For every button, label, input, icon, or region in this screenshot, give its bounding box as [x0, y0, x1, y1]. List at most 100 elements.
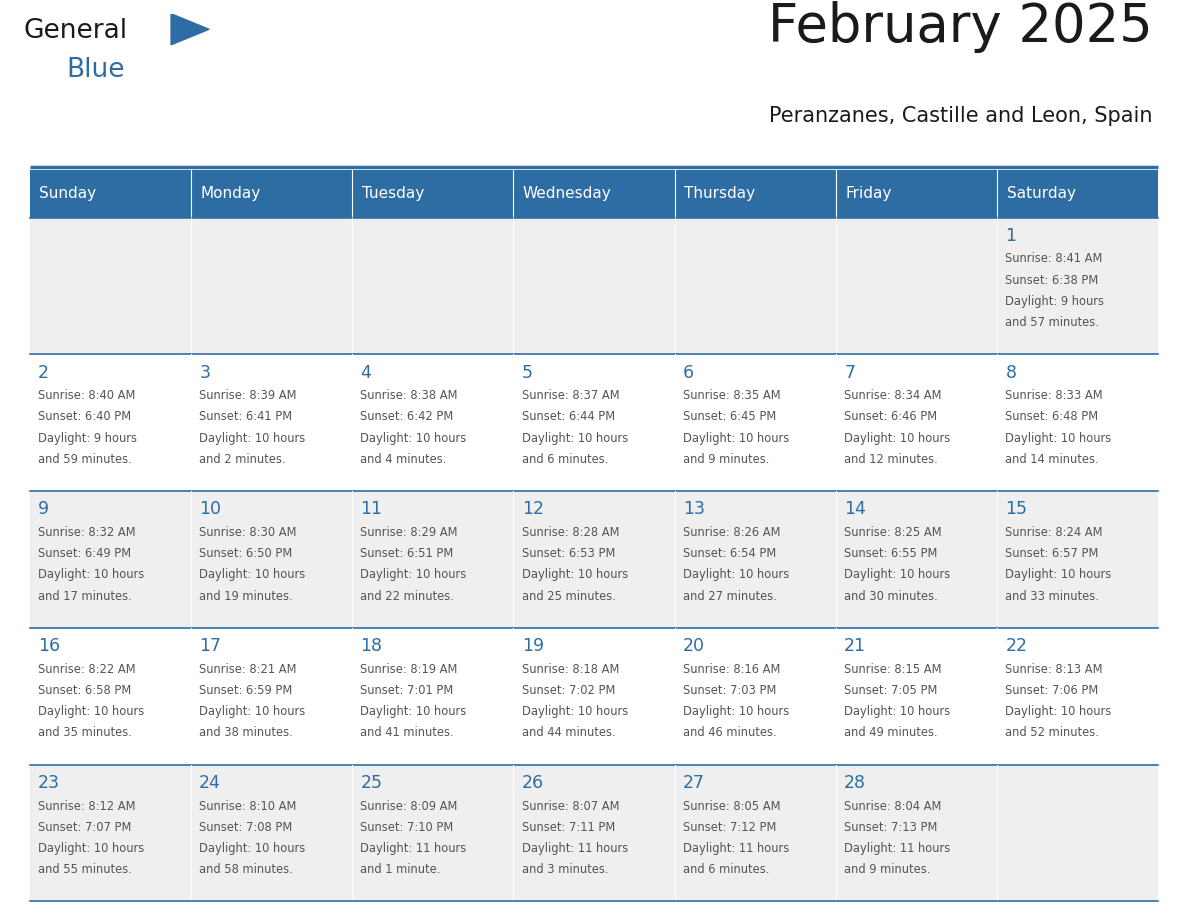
Text: Sunset: 6:38 PM: Sunset: 6:38 PM [1005, 274, 1099, 286]
Text: 28: 28 [845, 774, 866, 792]
Text: 25: 25 [360, 774, 383, 792]
Text: Sunrise: 8:39 AM: Sunrise: 8:39 AM [200, 389, 297, 402]
Text: Daylight: 10 hours: Daylight: 10 hours [845, 705, 950, 718]
Text: Friday: Friday [846, 186, 892, 201]
Text: Sunrise: 8:09 AM: Sunrise: 8:09 AM [360, 800, 457, 812]
Text: Sunset: 6:50 PM: Sunset: 6:50 PM [200, 547, 292, 560]
Text: Sunrise: 8:38 AM: Sunrise: 8:38 AM [360, 389, 457, 402]
Text: 2: 2 [38, 364, 49, 382]
Text: 27: 27 [683, 774, 704, 792]
Text: Daylight: 11 hours: Daylight: 11 hours [522, 842, 628, 855]
Text: and 57 minutes.: and 57 minutes. [1005, 316, 1099, 329]
Text: and 27 minutes.: and 27 minutes. [683, 589, 777, 602]
Text: and 55 minutes.: and 55 minutes. [38, 863, 132, 876]
Text: 21: 21 [845, 637, 866, 655]
Text: Sunset: 6:51 PM: Sunset: 6:51 PM [360, 547, 454, 560]
Text: and 25 minutes.: and 25 minutes. [522, 589, 615, 602]
Text: Daylight: 11 hours: Daylight: 11 hours [683, 842, 789, 855]
Text: Sunrise: 8:15 AM: Sunrise: 8:15 AM [845, 663, 942, 676]
Text: February 2025: February 2025 [767, 1, 1152, 53]
Text: Sunrise: 8:19 AM: Sunrise: 8:19 AM [360, 663, 457, 676]
Text: Peranzanes, Castille and Leon, Spain: Peranzanes, Castille and Leon, Spain [769, 106, 1152, 126]
Text: Sunrise: 8:07 AM: Sunrise: 8:07 AM [522, 800, 619, 812]
Text: Sunset: 7:11 PM: Sunset: 7:11 PM [522, 821, 615, 834]
Text: Daylight: 10 hours: Daylight: 10 hours [522, 431, 628, 444]
Text: Thursday: Thursday [684, 186, 756, 201]
Text: Daylight: 10 hours: Daylight: 10 hours [200, 431, 305, 444]
Text: Daylight: 11 hours: Daylight: 11 hours [360, 842, 467, 855]
Text: 19: 19 [522, 637, 544, 655]
Text: 26: 26 [522, 774, 544, 792]
Text: Sunset: 6:40 PM: Sunset: 6:40 PM [38, 410, 131, 423]
Polygon shape [171, 14, 209, 45]
Text: Saturday: Saturday [1006, 186, 1075, 201]
Text: Sunday: Sunday [39, 186, 96, 201]
Text: 13: 13 [683, 500, 704, 519]
Text: and 38 minutes.: and 38 minutes. [200, 726, 293, 739]
Text: 24: 24 [200, 774, 221, 792]
Text: Sunset: 7:08 PM: Sunset: 7:08 PM [200, 821, 292, 834]
Text: 14: 14 [845, 500, 866, 519]
Text: Daylight: 10 hours: Daylight: 10 hours [200, 705, 305, 718]
Text: Daylight: 10 hours: Daylight: 10 hours [522, 705, 628, 718]
Text: Sunrise: 8:16 AM: Sunrise: 8:16 AM [683, 663, 781, 676]
Text: General: General [24, 17, 128, 43]
Text: Sunrise: 8:40 AM: Sunrise: 8:40 AM [38, 389, 135, 402]
Text: Sunrise: 8:32 AM: Sunrise: 8:32 AM [38, 526, 135, 539]
Text: Sunrise: 8:34 AM: Sunrise: 8:34 AM [845, 389, 942, 402]
Text: 12: 12 [522, 500, 544, 519]
Text: and 6 minutes.: and 6 minutes. [522, 453, 608, 465]
Text: Daylight: 10 hours: Daylight: 10 hours [683, 568, 789, 581]
Text: 5: 5 [522, 364, 532, 382]
Text: and 30 minutes.: and 30 minutes. [845, 589, 937, 602]
Text: Daylight: 10 hours: Daylight: 10 hours [38, 568, 144, 581]
Text: and 49 minutes.: and 49 minutes. [845, 726, 937, 739]
Text: 17: 17 [200, 637, 221, 655]
Text: Sunrise: 8:28 AM: Sunrise: 8:28 AM [522, 526, 619, 539]
Text: and 58 minutes.: and 58 minutes. [200, 863, 293, 876]
Text: Daylight: 10 hours: Daylight: 10 hours [683, 705, 789, 718]
Text: Sunset: 6:55 PM: Sunset: 6:55 PM [845, 547, 937, 560]
Text: and 46 minutes.: and 46 minutes. [683, 726, 777, 739]
Text: Daylight: 9 hours: Daylight: 9 hours [1005, 295, 1105, 308]
Text: Sunrise: 8:21 AM: Sunrise: 8:21 AM [200, 663, 297, 676]
Text: and 9 minutes.: and 9 minutes. [845, 863, 930, 876]
Text: and 44 minutes.: and 44 minutes. [522, 726, 615, 739]
Text: and 1 minute.: and 1 minute. [360, 863, 441, 876]
Text: Daylight: 10 hours: Daylight: 10 hours [38, 842, 144, 855]
Text: 18: 18 [360, 637, 383, 655]
Text: and 52 minutes.: and 52 minutes. [1005, 726, 1099, 739]
Text: Sunrise: 8:30 AM: Sunrise: 8:30 AM [200, 526, 297, 539]
Text: Sunset: 7:05 PM: Sunset: 7:05 PM [845, 684, 937, 697]
Text: 1: 1 [1005, 227, 1017, 245]
Text: 9: 9 [38, 500, 49, 519]
Text: and 19 minutes.: and 19 minutes. [200, 589, 293, 602]
Text: 3: 3 [200, 364, 210, 382]
Text: Daylight: 10 hours: Daylight: 10 hours [522, 568, 628, 581]
Text: Sunrise: 8:22 AM: Sunrise: 8:22 AM [38, 663, 135, 676]
Text: Sunset: 6:42 PM: Sunset: 6:42 PM [360, 410, 454, 423]
Text: and 6 minutes.: and 6 minutes. [683, 863, 770, 876]
Text: Daylight: 10 hours: Daylight: 10 hours [360, 568, 467, 581]
Text: Wednesday: Wednesday [523, 186, 612, 201]
Text: Sunset: 6:54 PM: Sunset: 6:54 PM [683, 547, 776, 560]
Text: Sunset: 6:53 PM: Sunset: 6:53 PM [522, 547, 615, 560]
Text: Sunset: 7:02 PM: Sunset: 7:02 PM [522, 684, 615, 697]
Text: 22: 22 [1005, 637, 1028, 655]
Text: Sunrise: 8:05 AM: Sunrise: 8:05 AM [683, 800, 781, 812]
Text: Daylight: 10 hours: Daylight: 10 hours [1005, 431, 1112, 444]
Text: 15: 15 [1005, 500, 1028, 519]
Text: Monday: Monday [201, 186, 260, 201]
Text: Sunrise: 8:04 AM: Sunrise: 8:04 AM [845, 800, 942, 812]
Text: Sunset: 6:48 PM: Sunset: 6:48 PM [1005, 410, 1099, 423]
Text: Daylight: 10 hours: Daylight: 10 hours [200, 842, 305, 855]
Text: and 2 minutes.: and 2 minutes. [200, 453, 286, 465]
Text: 23: 23 [38, 774, 61, 792]
Text: Daylight: 10 hours: Daylight: 10 hours [845, 431, 950, 444]
Text: and 22 minutes.: and 22 minutes. [360, 589, 454, 602]
Text: Sunset: 7:12 PM: Sunset: 7:12 PM [683, 821, 776, 834]
Text: Sunrise: 8:29 AM: Sunrise: 8:29 AM [360, 526, 457, 539]
Text: and 59 minutes.: and 59 minutes. [38, 453, 132, 465]
Text: Sunrise: 8:37 AM: Sunrise: 8:37 AM [522, 389, 619, 402]
Text: Sunset: 6:49 PM: Sunset: 6:49 PM [38, 547, 131, 560]
